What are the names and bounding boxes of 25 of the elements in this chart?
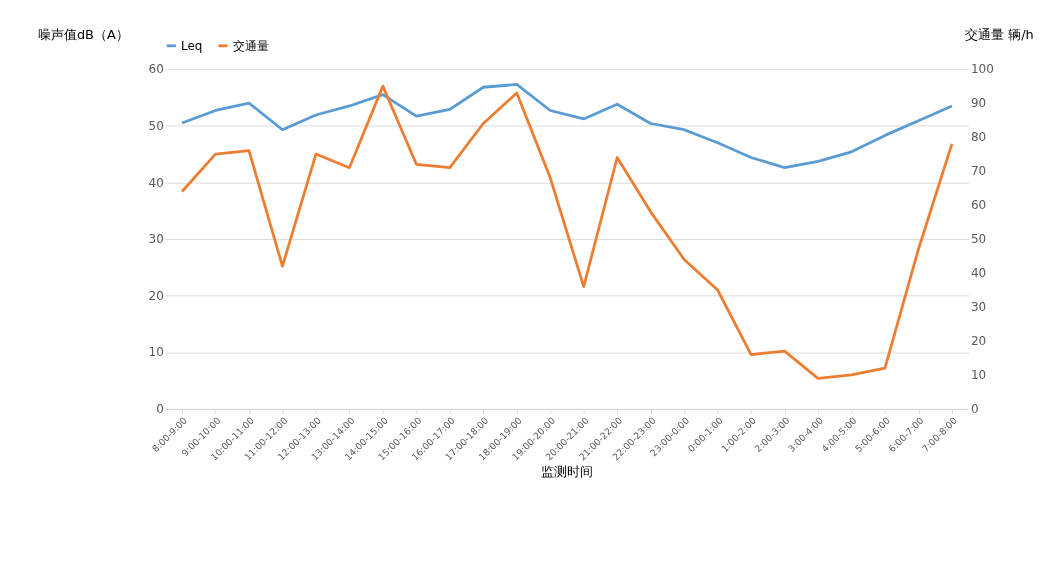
- line-series: [180, 83, 954, 170]
- legend-label: Leq: [180, 38, 203, 53]
- line-series: [180, 84, 954, 380]
- y2-axis-title: 交通量 辆/h: [965, 27, 1034, 43]
- y2-tick-label: 90: [970, 96, 987, 111]
- y-tick-label: 10: [148, 345, 164, 360]
- y-tick-label: 0: [156, 402, 164, 417]
- legend-label: 交通量: [232, 38, 269, 53]
- y-tick-label: 60: [148, 62, 164, 77]
- x-axis-title: 监测时间: [541, 464, 594, 480]
- y-tick-label: 30: [148, 232, 164, 247]
- y2-tick-label: 50: [970, 232, 987, 247]
- y2-tick-label: 10: [970, 368, 987, 383]
- y2-tick-label: 100: [970, 62, 994, 77]
- y2-tick-label: 0: [970, 402, 979, 417]
- y2-tick-label: 60: [970, 198, 987, 213]
- y2-tick-label: 30: [970, 300, 987, 315]
- y-tick-label: 20: [148, 288, 164, 303]
- y2-tick-label: 70: [970, 164, 987, 179]
- y2-tick-label: 20: [970, 334, 987, 349]
- y-axis-title: 噪声值dB（A）: [37, 27, 129, 43]
- y-tick-label: 50: [148, 118, 164, 133]
- y-tick-label: 40: [148, 175, 164, 190]
- y2-tick-label: 80: [970, 130, 987, 145]
- y2-tick-label: 40: [970, 266, 987, 281]
